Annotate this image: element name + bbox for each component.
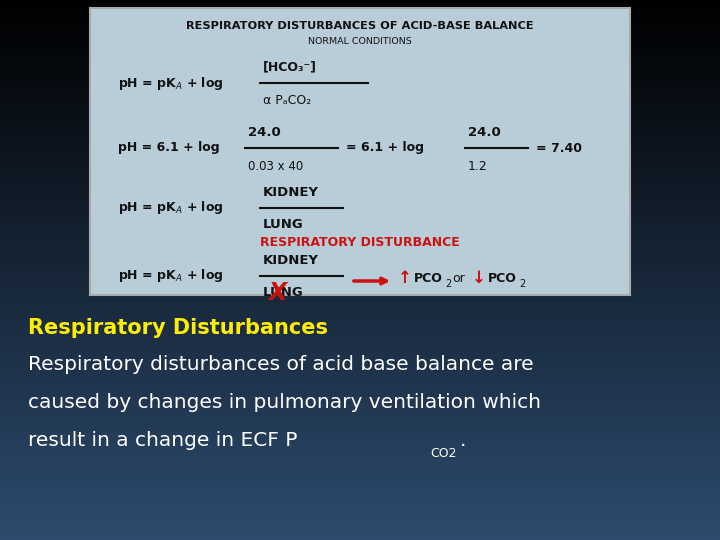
Text: = 7.40: = 7.40 — [536, 141, 582, 154]
Text: CO2: CO2 — [430, 447, 456, 460]
Text: Respiratory disturbances of acid base balance are: Respiratory disturbances of acid base ba… — [28, 355, 534, 374]
Text: NORMAL CONDITIONS: NORMAL CONDITIONS — [308, 37, 412, 46]
Bar — [90, 8, 630, 295]
Text: RESPIRATORY DISTURBANCE: RESPIRATORY DISTURBANCE — [260, 237, 460, 249]
Text: RESPIRATORY DISTURBANCES OF ACID-BASE BALANCE: RESPIRATORY DISTURBANCES OF ACID-BASE BA… — [186, 21, 534, 31]
Text: 1.2: 1.2 — [468, 159, 487, 172]
Text: caused by changes in pulmonary ventilation which: caused by changes in pulmonary ventilati… — [28, 393, 541, 412]
Text: 0.03 x 40: 0.03 x 40 — [248, 159, 303, 172]
Text: 24.0: 24.0 — [248, 125, 281, 138]
Text: LUNG: LUNG — [263, 219, 304, 232]
Text: .: . — [460, 431, 467, 450]
Text: PCO: PCO — [414, 272, 443, 285]
Text: LUNG: LUNG — [263, 287, 304, 300]
Text: KIDNEY: KIDNEY — [263, 254, 319, 267]
Text: pH = pK$_A$ + log: pH = pK$_A$ + log — [118, 267, 224, 285]
Text: = 6.1 + log: = 6.1 + log — [346, 141, 424, 154]
Text: or: or — [452, 272, 464, 285]
Text: ↓: ↓ — [472, 269, 486, 287]
Text: Respiratory Disturbances: Respiratory Disturbances — [28, 318, 328, 338]
Text: α PₐCO₂: α PₐCO₂ — [263, 94, 311, 107]
Text: 2: 2 — [445, 279, 451, 289]
Text: PCO: PCO — [488, 272, 517, 285]
Text: X: X — [268, 281, 286, 305]
Text: KIDNEY: KIDNEY — [263, 186, 319, 199]
Text: 24.0: 24.0 — [468, 125, 500, 138]
Text: pH = 6.1 + log: pH = 6.1 + log — [118, 141, 220, 154]
Text: pH = pK$_A$ + log: pH = pK$_A$ + log — [118, 75, 224, 91]
Text: 2: 2 — [519, 279, 526, 289]
Text: [HCO₃⁻]: [HCO₃⁻] — [263, 60, 317, 73]
Text: result in a change in ECF P: result in a change in ECF P — [28, 431, 297, 450]
Text: pH = pK$_A$ + log: pH = pK$_A$ + log — [118, 199, 224, 217]
Text: ↑: ↑ — [398, 269, 412, 287]
